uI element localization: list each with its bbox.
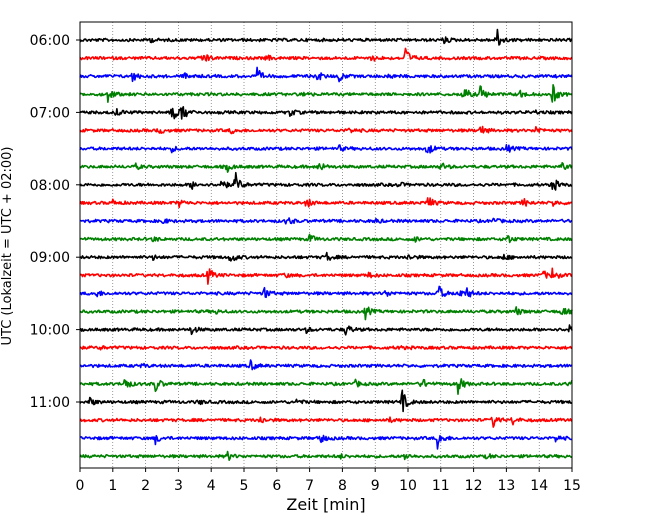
trace-line [79, 434, 573, 450]
trace-line [79, 251, 573, 262]
trace-lines [79, 28, 573, 461]
x-tick-label: 9 [371, 478, 380, 494]
trace-line [79, 171, 572, 191]
y-axis-ticks: 06:00 07:00 08:00 09:00 10:00 11:00 [30, 33, 80, 411]
x-axis-ticks: 0 1 2 3 4 5 6 7 8 9 10 11 12 13 14 15 [76, 468, 581, 494]
trace-line [79, 125, 573, 135]
trace-line [79, 389, 573, 413]
trace-line [79, 84, 573, 103]
x-tick-label: 5 [240, 478, 249, 494]
trace-line [79, 416, 573, 428]
y-tick-label: 09:00 [30, 250, 70, 266]
trace-line [79, 144, 573, 154]
trace-line [79, 106, 573, 120]
y-tick-label: 07:00 [30, 105, 70, 121]
x-axis-label: Zeit [min] [286, 495, 365, 514]
trace-line [79, 306, 573, 321]
x-tick-label: 15 [563, 478, 581, 494]
trace-line [79, 197, 573, 209]
trace-line [79, 450, 573, 461]
x-tick-label: 14 [530, 478, 548, 494]
y-axis-label: UTC (Lokalzeit = UTC + 02:00) [0, 147, 15, 346]
x-tick-label: 3 [174, 478, 183, 494]
trace-line [79, 233, 573, 244]
y-tick-label: 06:00 [30, 33, 70, 49]
x-tick-label: 8 [338, 478, 347, 494]
x-tick-label: 12 [465, 478, 483, 494]
x-tick-label: 7 [305, 478, 314, 494]
x-tick-label: 10 [399, 478, 417, 494]
trace-line [79, 217, 573, 225]
trace-line [79, 285, 573, 299]
x-tick-label: 1 [108, 478, 117, 494]
x-tick-label: 11 [432, 478, 450, 494]
y-tick-label: 11:00 [30, 395, 70, 411]
y-tick-label: 10:00 [30, 323, 70, 339]
y-tick-label: 08:00 [30, 178, 70, 194]
trace-line [79, 267, 573, 285]
trace-line [79, 47, 573, 62]
trace-line [79, 378, 573, 395]
trace-line [80, 324, 573, 336]
trace-line [79, 66, 573, 83]
x-tick-label: 2 [141, 478, 150, 494]
x-tick-label: 13 [497, 478, 515, 494]
x-tick-label: 0 [76, 478, 85, 494]
trace-line [79, 28, 573, 46]
trace-line [79, 359, 573, 371]
plot-frame [79, 21, 573, 469]
x-grid [112, 22, 540, 468]
x-tick-label: 6 [272, 478, 281, 494]
trace-line [79, 162, 573, 173]
x-tick-label: 4 [207, 478, 216, 494]
trace-line [79, 345, 573, 351]
